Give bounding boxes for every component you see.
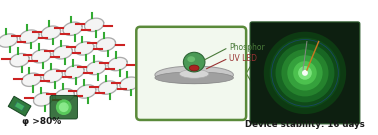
- Circle shape: [293, 61, 317, 85]
- Ellipse shape: [189, 65, 199, 71]
- Polygon shape: [15, 102, 24, 110]
- Polygon shape: [98, 81, 118, 94]
- Ellipse shape: [155, 72, 233, 84]
- Text: Device stability: 16 days: Device stability: 16 days: [245, 120, 365, 129]
- Polygon shape: [75, 42, 94, 55]
- Polygon shape: [65, 65, 84, 79]
- Text: UV LED: UV LED: [229, 54, 257, 63]
- Polygon shape: [20, 30, 39, 43]
- Circle shape: [287, 55, 322, 91]
- Polygon shape: [85, 18, 104, 31]
- Circle shape: [56, 99, 71, 115]
- Polygon shape: [22, 73, 41, 86]
- Polygon shape: [55, 89, 74, 102]
- Circle shape: [59, 102, 69, 112]
- Text: Phosphor: Phosphor: [229, 43, 265, 52]
- Polygon shape: [63, 22, 82, 35]
- Polygon shape: [0, 34, 17, 47]
- Polygon shape: [43, 69, 62, 82]
- Ellipse shape: [187, 56, 195, 62]
- Circle shape: [298, 66, 312, 80]
- Circle shape: [276, 43, 335, 102]
- Circle shape: [264, 32, 346, 114]
- Polygon shape: [10, 53, 29, 67]
- Polygon shape: [120, 77, 139, 90]
- Ellipse shape: [180, 70, 209, 78]
- Polygon shape: [41, 26, 60, 39]
- FancyBboxPatch shape: [50, 95, 77, 119]
- Ellipse shape: [155, 66, 233, 84]
- Polygon shape: [32, 50, 51, 63]
- Polygon shape: [96, 38, 116, 51]
- Polygon shape: [34, 93, 53, 106]
- FancyBboxPatch shape: [250, 22, 360, 124]
- Polygon shape: [87, 61, 106, 75]
- Polygon shape: [108, 57, 127, 71]
- Ellipse shape: [183, 52, 205, 72]
- Polygon shape: [77, 85, 96, 98]
- Text: φ >80%: φ >80%: [22, 117, 61, 126]
- Circle shape: [302, 70, 308, 76]
- Circle shape: [282, 49, 328, 96]
- Polygon shape: [14, 101, 25, 111]
- FancyBboxPatch shape: [136, 27, 246, 120]
- Circle shape: [270, 38, 340, 108]
- Polygon shape: [53, 46, 72, 59]
- Polygon shape: [8, 96, 31, 116]
